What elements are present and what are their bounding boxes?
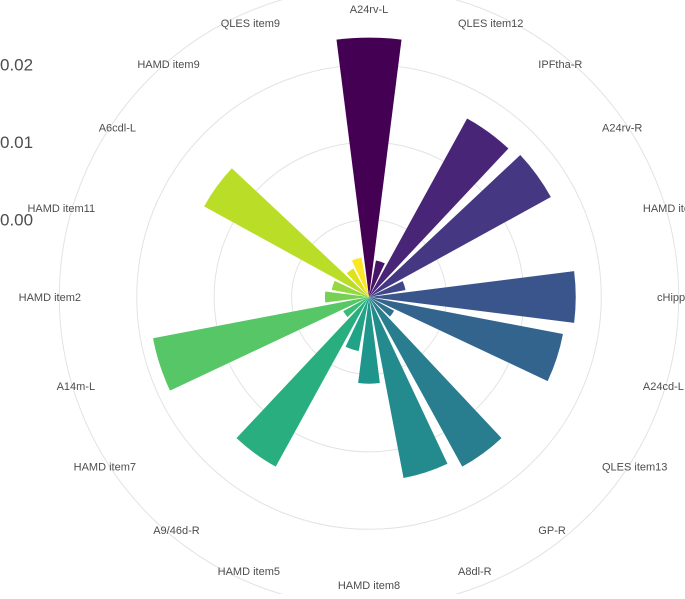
grid-ring <box>58 0 680 599</box>
tick-label: 0.02 <box>0 56 33 75</box>
bar <box>369 260 385 297</box>
category-label: GP-R <box>538 525 566 537</box>
category-label: A24rv-R <box>602 123 642 135</box>
category-label: A8dl-R <box>458 566 492 578</box>
bar <box>369 297 395 317</box>
bar <box>369 297 502 467</box>
bar <box>369 271 576 323</box>
bar <box>369 297 448 479</box>
bar <box>369 118 509 297</box>
category-label: HAMD item7 <box>74 461 136 473</box>
category-label: HAMD item9 <box>137 59 199 71</box>
category-label: QLES item13 <box>602 461 667 473</box>
category-label: HAMD item11 <box>27 203 95 215</box>
bar <box>345 297 369 351</box>
bar <box>358 297 380 384</box>
category-labels: A24rv-L QLES item12 IPFtha-R A24rv-R HAMD it… <box>19 4 685 592</box>
category-label: QLES item9 <box>221 18 280 30</box>
bar <box>369 297 563 382</box>
tick-label: 0.00 <box>0 211 33 230</box>
category-label: HAMD item5 <box>218 566 280 578</box>
bar <box>336 37 402 297</box>
category-label: HAMD item10 <box>643 203 685 215</box>
category-label: HAMD item2 <box>19 292 81 304</box>
bar <box>351 257 369 297</box>
category-label: QLES item12 <box>458 18 523 30</box>
category-label: A6cdl-L <box>99 123 136 135</box>
tick-label: 0.01 <box>0 133 33 152</box>
bar <box>343 297 369 318</box>
category-label: A14m-L <box>57 381 96 393</box>
bar <box>324 291 369 303</box>
bar <box>331 280 369 297</box>
bars-layer <box>152 37 576 479</box>
radial-axis-tick-labels: 0.030.020.010.00 <box>0 56 33 230</box>
category-label: cHipp-R <box>657 292 685 304</box>
category-label: HAMD item8 <box>338 580 400 592</box>
bar <box>369 281 406 297</box>
category-label: A9/46d-R <box>153 525 200 537</box>
category-label: A24rv-L <box>350 4 389 16</box>
bar <box>204 168 369 297</box>
bar <box>152 297 369 391</box>
category-label: A24cd-L <box>643 381 684 393</box>
bar <box>236 297 369 467</box>
bar <box>346 268 369 297</box>
category-label: IPFtha-R <box>538 59 582 71</box>
bar <box>369 154 551 297</box>
